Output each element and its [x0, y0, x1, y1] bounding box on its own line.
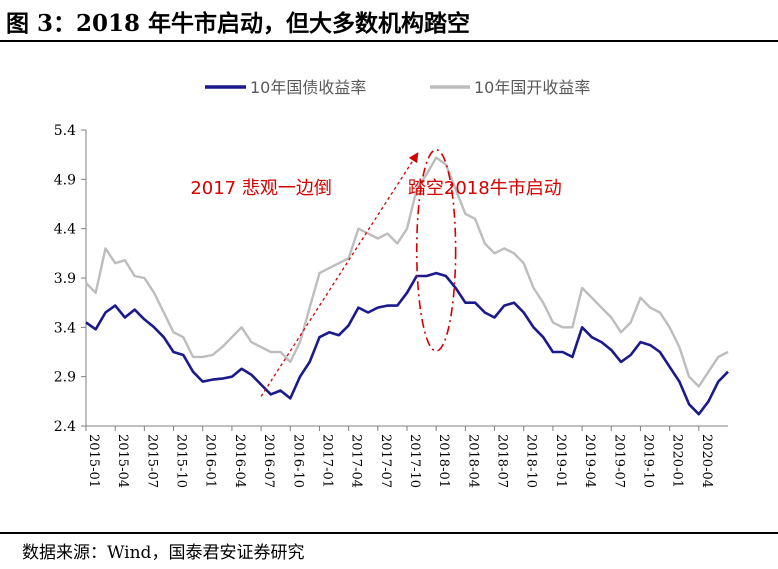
y-tick-label: 4.9	[54, 172, 76, 188]
series-layer	[85, 156, 729, 416]
x-tick-label: 2019-10	[640, 434, 655, 488]
annotation-layer: 2017 悲观一边倒 踏空2018牛市启动	[190, 148, 562, 397]
series-line-dev	[85, 156, 729, 388]
x-tick-label: 2017-01	[319, 434, 334, 488]
x-tick-label: 2016-10	[290, 434, 305, 488]
x-tick-label: 2016-04	[232, 434, 247, 488]
figure-title: 图 3：2018 年牛市启动，但大多数机构踏空	[6, 10, 471, 37]
x-tick-label: 2020-01	[670, 434, 685, 488]
x-tick-label: 2017-04	[349, 434, 364, 488]
x-tick-label: 2017-10	[407, 434, 422, 488]
data-source: 数据来源：Wind，国泰君安证券研究	[22, 543, 305, 563]
peak-ellipse	[415, 148, 457, 352]
x-tick-label: 2017-07	[378, 434, 393, 488]
y-tick-label: 5.4	[54, 123, 76, 139]
legend-label-dev: 10年国开收益率	[474, 78, 590, 97]
y-tick-label: 3.9	[54, 271, 76, 287]
x-tick-label: 2015-04	[115, 434, 130, 488]
annotation-label-1: 踏空2018牛市启动	[408, 178, 562, 199]
yield-line-chart: 10年国债收益率 10年国开收益率 2.42.93.43.94.44.95.42…	[54, 78, 729, 488]
x-tick-label: 2016-01	[203, 434, 218, 488]
x-tick-label: 2018-01	[436, 434, 451, 488]
legend: 10年国债收益率 10年国开收益率	[205, 78, 590, 97]
x-tick-label: 2019-04	[582, 434, 597, 488]
y-tick-label: 2.4	[54, 419, 76, 435]
x-tick-label: 2016-07	[261, 434, 276, 488]
axes: 2.4 2.9 3.4 3.9 4.4 4.9 5.4 2015-01 2015-04 2015-…	[54, 123, 728, 488]
legend-label-gov: 10年国债收益率	[250, 78, 366, 97]
x-tick-label: 2015-07	[144, 434, 159, 488]
x-tick-label: 2019-07	[611, 434, 626, 488]
x-tick-label: 2019-01	[553, 434, 568, 488]
y-tick-label: 4.4	[54, 222, 76, 238]
x-tick-label: 2015-01	[86, 434, 101, 488]
x-tick-label: 2015-10	[174, 434, 189, 488]
x-tick-label: 2020-04	[699, 434, 714, 488]
series-line-gov	[85, 271, 729, 416]
y-tick-label: 3.4	[54, 320, 76, 336]
x-tick-label: 2018-04	[465, 434, 480, 488]
annotation-label-0: 2017 悲观一边倒	[190, 178, 332, 199]
x-tick-label: 2018-10	[524, 434, 539, 488]
top-rule	[0, 40, 778, 42]
bottom-rule	[0, 532, 778, 534]
y-tick-label: 2.9	[54, 370, 76, 386]
x-tick-label: 2018-07	[495, 434, 510, 488]
